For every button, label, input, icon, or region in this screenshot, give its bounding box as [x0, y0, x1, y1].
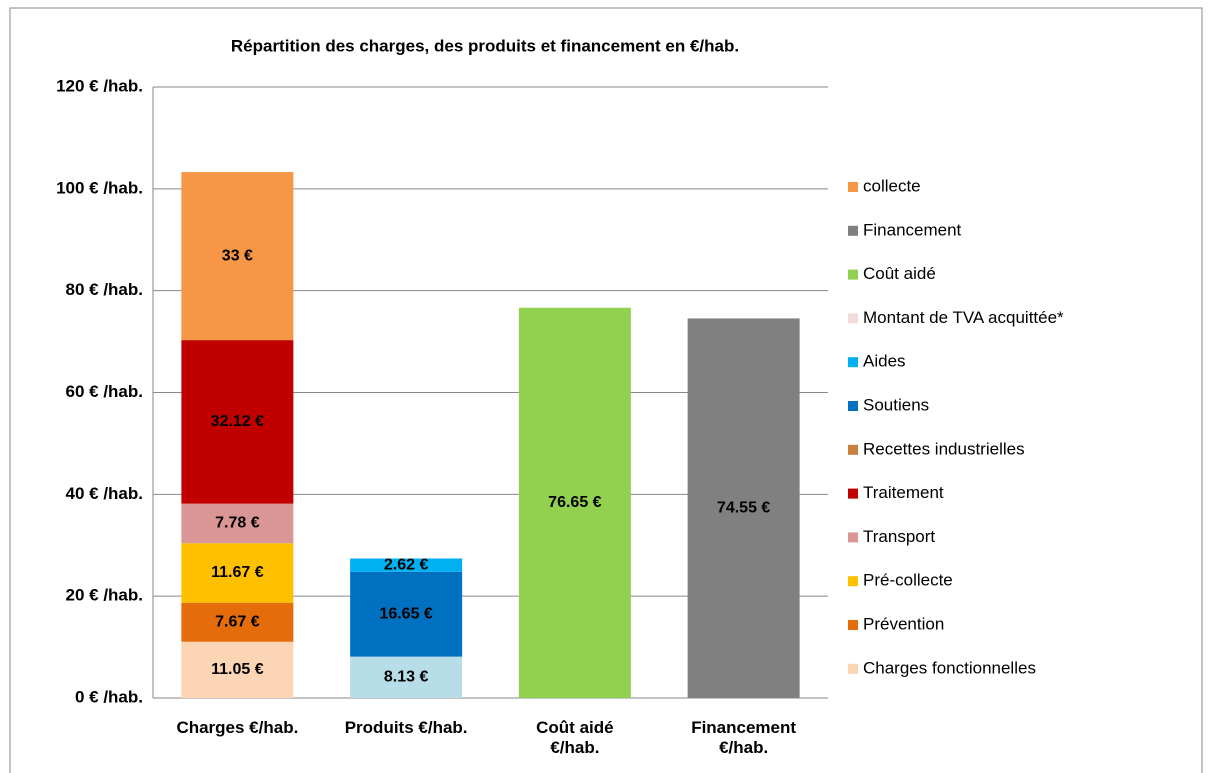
- bar-segment: [350, 656, 463, 698]
- legend-label: Montant de TVA acquittée*: [863, 308, 1064, 327]
- bar-segment: [687, 318, 800, 698]
- bar-segment: [181, 641, 294, 698]
- data-label: 74.55 €: [717, 499, 770, 516]
- data-label: 33 €: [222, 247, 253, 264]
- bar-segment: [181, 543, 294, 603]
- x-tick-label: Produits €/hab.: [344, 718, 468, 737]
- y-tick-label: 20 € /hab.: [66, 586, 143, 605]
- bar-segment: [181, 172, 294, 341]
- y-tick-label: 80 € /hab.: [66, 280, 143, 299]
- bar-segment: [181, 602, 294, 642]
- data-label: 11.67 €: [211, 564, 264, 581]
- legend-swatch: [848, 532, 858, 543]
- legend-label: Pré-collecte: [863, 571, 953, 590]
- legend-label: Recettes industrielles: [863, 439, 1025, 458]
- legend-swatch: [848, 225, 858, 236]
- legend-swatch: [848, 182, 858, 192]
- bar-segment: [518, 307, 631, 698]
- legend-label: Aides: [863, 352, 906, 371]
- legend-label: collecte: [863, 176, 921, 195]
- legend-swatch: [848, 444, 858, 455]
- bar-segment: [350, 558, 463, 572]
- y-tick-label: 100 € /hab.: [56, 178, 143, 197]
- legend-swatch: [848, 576, 858, 587]
- legend-label: Prévention: [863, 614, 944, 633]
- legend-label: Coût aidé: [863, 264, 936, 283]
- legend-label: Traitement: [863, 483, 944, 502]
- y-tick-label: 0 € /hab.: [75, 687, 143, 706]
- y-tick-label: 60 € /hab.: [66, 382, 143, 401]
- legend-swatch: [848, 357, 858, 368]
- data-label: 7.67 €: [215, 613, 260, 630]
- data-label: 2.62 €: [384, 556, 429, 573]
- x-tick-label: Financement €/hab.: [691, 718, 797, 757]
- data-label: 76.65 €: [548, 494, 601, 511]
- bar-segment: [181, 503, 294, 544]
- legend-label: Financement: [863, 220, 962, 239]
- data-label: 32.12 €: [211, 413, 264, 430]
- legend-swatch: [848, 620, 858, 630]
- legend-swatch: [848, 663, 858, 674]
- chart-border: [9, 7, 1203, 773]
- data-label: 7.78 €: [215, 515, 260, 532]
- y-tick-label: 40 € /hab.: [66, 484, 143, 503]
- legend-swatch: [848, 269, 858, 280]
- data-label: 8.13 €: [384, 669, 429, 686]
- y-tick-label: 120 € /hab.: [56, 76, 143, 95]
- x-tick-label: Coût aidé €/hab.: [536, 718, 614, 757]
- legend-label: Soutiens: [863, 395, 929, 414]
- bar-segment: [350, 571, 463, 657]
- legend-swatch: [848, 313, 858, 324]
- data-label: 16.65 €: [379, 605, 432, 622]
- chart-title: Répartition des charges, des produits et…: [231, 36, 739, 55]
- legend-label: Transport: [863, 527, 935, 546]
- bar-segment: [181, 340, 294, 504]
- legend-label: Charges fonctionnelles: [863, 658, 1036, 677]
- x-tick-label: Charges €/hab.: [176, 718, 299, 737]
- data-label: 11.05 €: [211, 661, 264, 678]
- legend-swatch: [848, 488, 858, 499]
- legend-swatch: [848, 401, 858, 411]
